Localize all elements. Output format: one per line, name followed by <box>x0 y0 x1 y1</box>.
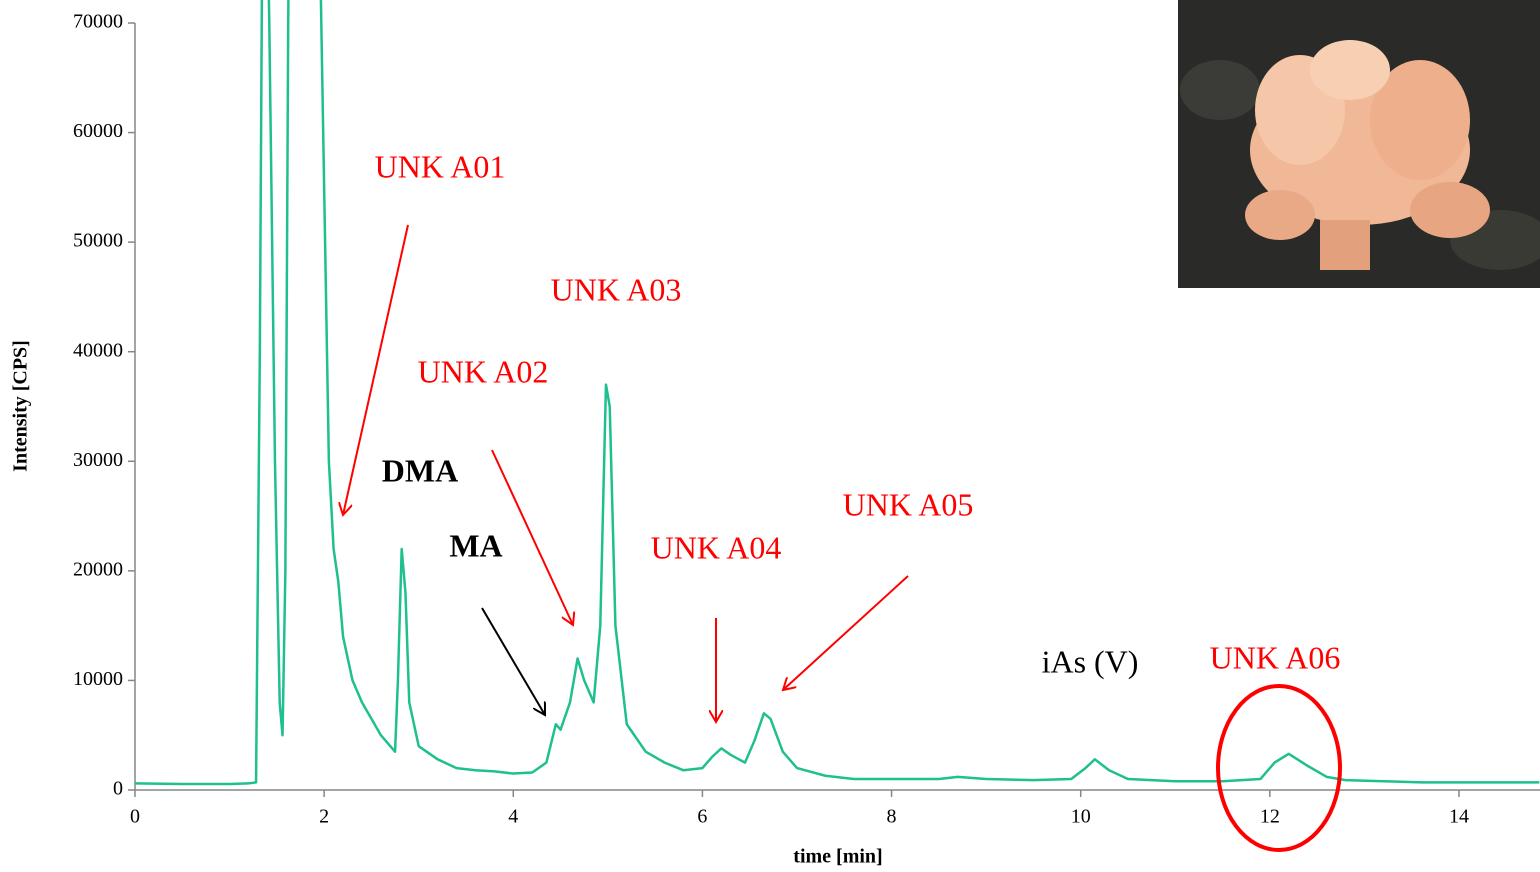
y-tick-label: 20000 <box>73 558 123 580</box>
annotation: UNK A01 <box>375 148 506 184</box>
x-tick-label: 8 <box>887 806 897 828</box>
annotation: UNK A04 <box>651 529 782 565</box>
x-tick-label: 6 <box>697 806 707 828</box>
x-tick-label: 14 <box>1449 806 1469 828</box>
annotation-arrow <box>481 607 545 715</box>
annotation-arrow <box>343 224 409 515</box>
annotation-arrow <box>783 575 909 690</box>
y-tick-label: 70000 <box>73 11 123 33</box>
y-tick-label: 60000 <box>73 120 123 142</box>
y-tick-label: 40000 <box>73 339 123 361</box>
annotation: UNK A03 <box>551 271 682 307</box>
y-tick-label: 0 <box>113 778 123 800</box>
x-tick-label: 12 <box>1260 806 1280 828</box>
annotation-circle <box>1216 684 1342 852</box>
x-tick-label: 0 <box>130 806 140 828</box>
y-axis-title: Intensity [CPS] <box>10 340 32 472</box>
x-tick-label: 4 <box>508 806 518 828</box>
y-tick-label: 50000 <box>73 230 123 252</box>
annotation-arrow <box>491 449 573 625</box>
annotation: MA <box>449 527 502 563</box>
x-tick-label: 2 <box>319 806 329 828</box>
annotation: DMA <box>382 452 458 488</box>
y-tick-label: 30000 <box>73 449 123 471</box>
annotation: UNK A06 <box>1210 639 1341 675</box>
axes <box>134 23 1540 791</box>
annotation: UNK A05 <box>843 486 974 522</box>
annotation: iAs (V) <box>1042 643 1139 679</box>
x-axis-title: time [min] <box>793 846 882 868</box>
photo <box>1178 0 1540 288</box>
y-tick-label: 10000 <box>73 668 123 690</box>
annotation: UNK A02 <box>418 353 549 389</box>
trace <box>135 0 1540 786</box>
x-tick-label: 10 <box>1071 806 1091 828</box>
